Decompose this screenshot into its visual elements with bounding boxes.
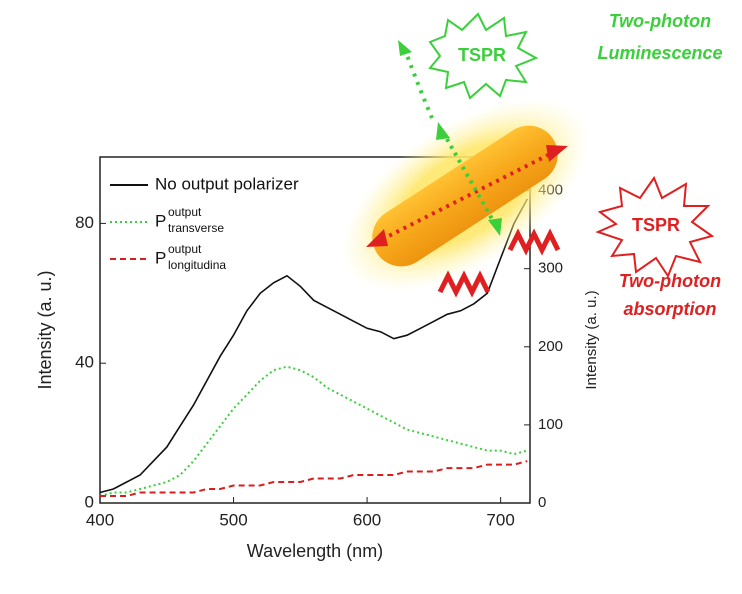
tspr-label: TSPR <box>632 215 680 235</box>
y-tick-label: 40 <box>75 353 94 372</box>
arrow-head <box>398 40 412 56</box>
series-line <box>99 198 529 494</box>
annotation: Luminescence <box>597 43 722 63</box>
y-axis-label: Intensity (a. u.) <box>35 270 55 389</box>
y2-tick-label: 200 <box>538 338 563 355</box>
y-tick-label: 80 <box>75 213 94 232</box>
x-tick-label: 400 <box>86 510 114 529</box>
y2-tick-label: 300 <box>538 260 563 277</box>
y-tick-label: 0 <box>85 492 94 511</box>
plot-frame <box>99 156 531 504</box>
arrow-head <box>366 229 388 247</box>
emission-dots <box>403 49 434 119</box>
starburst-red <box>595 175 715 279</box>
legend-sub: longitudina <box>168 258 226 272</box>
series-line <box>100 460 528 497</box>
legend-label: P <box>155 248 166 267</box>
x-axis-label: Wavelength (nm) <box>247 541 383 561</box>
y2-tick-label: 100 <box>538 416 563 433</box>
longitudinal-axis <box>374 148 559 245</box>
tspr-label: TSPR <box>458 45 506 65</box>
starburst-green <box>428 12 539 100</box>
x-tick-label: 700 <box>486 510 514 529</box>
annotation: Two-photon <box>619 271 721 291</box>
arrow-head <box>488 218 502 236</box>
legend-sup: output <box>168 242 202 256</box>
y2-axis-label: Intensity (a. u.) <box>583 290 600 389</box>
legend-label: P <box>155 211 166 230</box>
annotation: Two-photon <box>609 11 711 31</box>
nanorod <box>372 125 558 267</box>
transverse-axis <box>441 131 498 227</box>
y2-tick-label: 0 <box>538 494 546 511</box>
series-line <box>99 365 528 497</box>
photon-wave <box>437 270 491 298</box>
legend-sup: output <box>168 205 202 219</box>
annotation: absorption <box>624 299 717 319</box>
nanorod-diagram: TSPR Two-photon Luminescence TSPR Two-ph… <box>341 11 723 319</box>
x-tick-label: 600 <box>353 510 381 529</box>
photon-wave <box>507 228 561 256</box>
arrow-head <box>546 145 568 162</box>
legend-label: No output polarizer <box>155 174 299 193</box>
x-tick-label: 500 <box>219 510 247 529</box>
arrow-head <box>436 122 450 140</box>
legend-sub: transverse <box>168 221 224 235</box>
